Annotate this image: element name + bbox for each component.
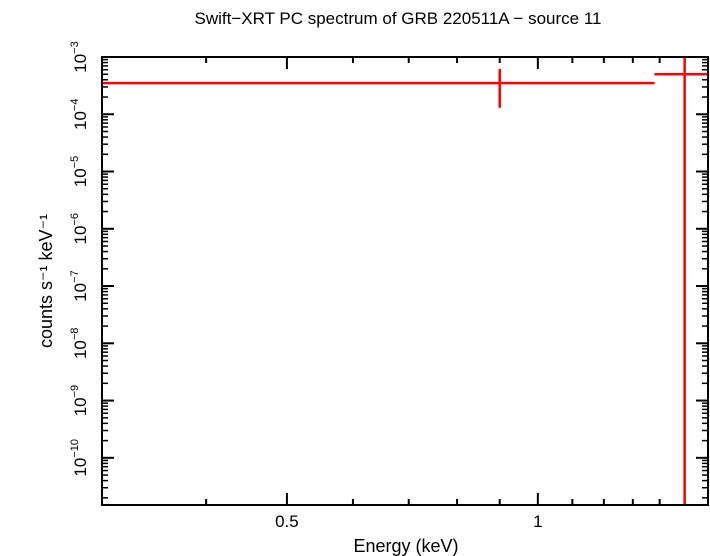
data-layer [102, 57, 708, 505]
y-tick-label: 10−4 [69, 99, 90, 130]
y-tick-label: 10−5 [69, 156, 90, 187]
y-tick-label: 10−3 [69, 41, 90, 72]
x-tick-label: 0.5 [275, 512, 299, 531]
y-tick-label: 10−7 [69, 270, 90, 301]
y-tick-label: 10−8 [69, 328, 90, 359]
plot-area: 0.5 1 10−10 10−9 10−8 10−7 10−6 10−5 10−4 10−3 [69, 41, 708, 531]
y-tick-label: 10−9 [69, 385, 90, 416]
y-axis-label: counts s⁻¹ keV⁻¹ [36, 214, 56, 348]
y-tick-label: 10−6 [69, 213, 90, 244]
plot-frame [101, 56, 709, 506]
x-axis-label: Energy (keV) [353, 536, 458, 556]
x-tick-label: 1 [533, 512, 542, 531]
y-tick-label: 10−10 [69, 439, 90, 477]
chart-title: Swift−XRT PC spectrum of GRB 220511A − s… [195, 9, 602, 28]
